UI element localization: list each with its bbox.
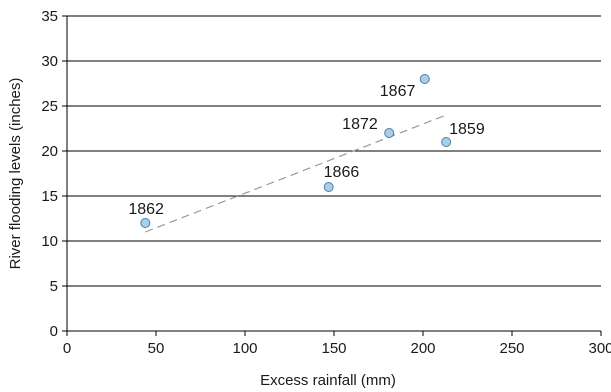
y-tick-label: 15	[41, 188, 58, 205]
data-label: 1859	[449, 121, 485, 138]
x-tick-label: 0	[63, 340, 71, 357]
grid-lines	[67, 15, 601, 287]
y-tick-label: 20	[41, 143, 58, 160]
data-label: 1867	[380, 83, 416, 100]
y-axis-title: River flooding levels (inches)	[7, 78, 24, 270]
data-point	[140, 218, 151, 228]
y-tick-label: 10	[41, 233, 58, 250]
x-tick-label: 50	[148, 340, 165, 357]
x-tick-label: 150	[321, 340, 346, 357]
data-label: 1872	[342, 116, 378, 133]
y-tick-label: 0	[50, 323, 58, 340]
data-point	[323, 182, 334, 192]
x-tick-label: 100	[232, 340, 257, 357]
y-tick-label: 5	[50, 278, 58, 295]
x-tick-label: 200	[410, 340, 435, 357]
x-tick-label: 300	[588, 340, 611, 357]
data-point	[441, 137, 452, 147]
y-tick-label: 25	[41, 98, 58, 115]
data-point	[384, 128, 395, 138]
y-tick-label: 30	[41, 53, 58, 70]
axes	[62, 15, 602, 336]
x-axis-title: Excess rainfall (mm)	[260, 372, 396, 389]
data-point	[419, 74, 430, 84]
data-label: 1862	[128, 201, 164, 218]
data-label: 1866	[324, 164, 360, 181]
data-points	[140, 74, 452, 228]
tick-labels: 0 5 10 15 20 25 30 35 0 50 100 150 200 250 300	[41, 8, 611, 357]
x-tick-label: 250	[499, 340, 524, 357]
trendline	[145, 114, 447, 233]
y-tick-label: 35	[41, 8, 58, 25]
